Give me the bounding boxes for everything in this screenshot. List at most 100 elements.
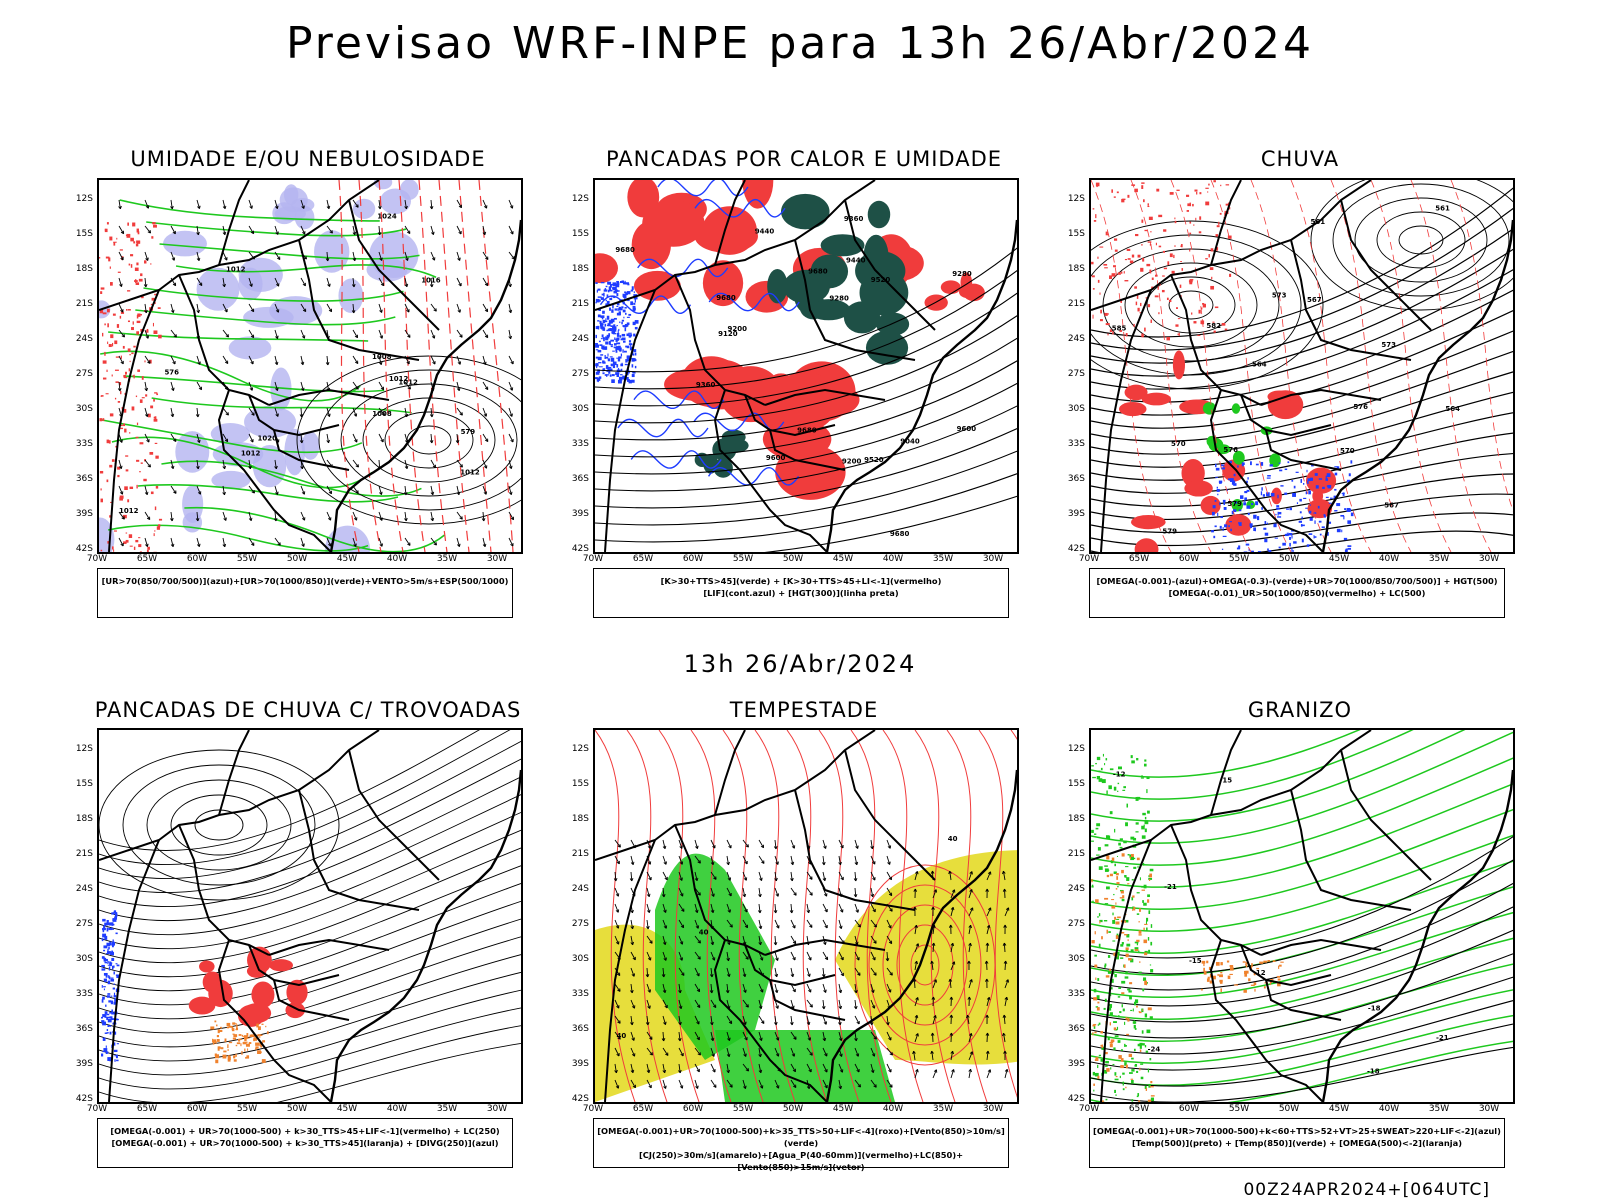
contour-label: 9680 — [716, 294, 736, 302]
latitude-tick-label: 33S — [75, 439, 93, 449]
longitude-tick-label: 30W — [982, 554, 1004, 564]
latitude-tick-label: 21S — [1067, 849, 1085, 859]
model-run-label: 00Z24APR2024+[064UTC] — [1243, 1180, 1490, 1200]
latitude-tick-label: 33S — [571, 989, 589, 999]
latitude-tick-label: 21S — [1067, 299, 1085, 309]
contour-label: 9200 — [842, 457, 862, 465]
latitude-tick-label: 42S — [1067, 544, 1085, 554]
legend-line: [OMEGA(-0.01)_UR>50(1000/850)(vermelho) … — [1168, 588, 1426, 598]
contour-label: 1024 — [377, 212, 397, 220]
longitude-tick-label: 70W — [86, 1104, 108, 1114]
latitude-tick-label: 21S — [75, 849, 93, 859]
contour-label: 9680 — [615, 246, 635, 254]
panel-title-chuva: CHUVA — [1260, 147, 1340, 171]
latitude-tick-label: 18S — [571, 814, 589, 824]
legend-line: [UR>70(850/700/500)](azul)+[UR>70(1000/8… — [101, 576, 509, 586]
longitude-tick-label: 40W — [882, 1104, 904, 1114]
longitude-tick-label: 60W — [682, 554, 704, 564]
latitude-tick-label: 15S — [1067, 779, 1085, 789]
latitude-tick-label: 24S — [571, 334, 589, 344]
longitude-tick-label: 50W — [782, 554, 804, 564]
legend-box-granizo: [OMEGA(-0.001)+UR>70(1000-500)+k<60+TTS>… — [1089, 1118, 1505, 1168]
longitude-tick-label: 55W — [1228, 554, 1250, 564]
contour-label: -21 — [1164, 883, 1177, 891]
map-plot-umidade: 1012101210121012101210081016102010241008… — [99, 180, 521, 552]
contour-label: 567 — [1384, 501, 1399, 509]
longitude-tick-label: 50W — [286, 1104, 308, 1114]
latitude-tick-label: 24S — [75, 884, 93, 894]
contour-label: 561 — [1310, 218, 1325, 226]
latitude-tick-label: 15S — [571, 779, 589, 789]
latitude-tick-label: 30S — [75, 404, 93, 414]
contour-label: 9600 — [766, 454, 786, 462]
legend-line: [K>30+TTS>45](verde) + [K>30+TTS>45+LI<-… — [660, 576, 942, 586]
latitude-tick-label: 15S — [1067, 229, 1085, 239]
latitude-tick-label: 27S — [1067, 369, 1085, 379]
contour-label: 1012 — [398, 379, 418, 387]
contour-label: 561 — [1435, 205, 1450, 213]
longitude-tick-label: 45W — [336, 554, 358, 564]
contour-label: 9040 — [900, 437, 920, 445]
latitude-tick-label: 15S — [571, 229, 589, 239]
latitude-tick-label: 12S — [1067, 744, 1085, 754]
latitude-tick-label: 18S — [1067, 814, 1085, 824]
latitude-tick-label: 12S — [75, 744, 93, 754]
latitude-tick-label: 39S — [1067, 1059, 1085, 1069]
longitude-tick-label: 35W — [436, 1104, 458, 1114]
longitude-tick-label: 35W — [1428, 1104, 1450, 1114]
contour-label: -15 — [1189, 957, 1202, 965]
legend-line: [CJ(250)>30m/s](amarelo)+[Agua_P(40-60mm… — [638, 1150, 964, 1172]
map-plot-tempestade: 40 40 40 — [595, 730, 1017, 1102]
contour-label: 1012 — [389, 375, 409, 383]
legend-line: [OMEGA(-0.001)+UR>70(1000-500)+k<60+TTS>… — [1093, 1126, 1501, 1136]
latitude-tick-label: 36S — [1067, 1024, 1085, 1034]
contour-label: 9200 — [728, 325, 748, 333]
longitude-tick-label: 65W — [1128, 554, 1150, 564]
latitude-tick-label: 12S — [75, 194, 93, 204]
map-panel-trovoadas — [97, 728, 523, 1104]
contour-label: -12 — [1113, 771, 1126, 779]
contour-label: 9440 — [846, 256, 866, 264]
legend-box-chuva: [OMEGA(-0.001)-(azul)+OMEGA(-0.3)-(verde… — [1089, 568, 1505, 618]
legend-box-tempestade: [OMEGA(-0.001)+UR>70(1000-500)+k>35_TTS>… — [593, 1118, 1009, 1172]
map-panel-pancadas: 9680 9680 9680 9680 9680 9600 9520 9440 9360 9280… — [593, 178, 1019, 554]
contour-label: 570 — [1171, 440, 1186, 448]
contour-label: 1012 — [226, 266, 246, 274]
longitude-tick-label: 50W — [1278, 1104, 1300, 1114]
longitude-tick-label: 45W — [832, 1104, 854, 1114]
map-panel-granizo: -12 -15 -18 -21 -18 -21 -24 12 15 — [1089, 728, 1515, 1104]
latitude-tick-label: 39S — [75, 509, 93, 519]
contour-label: -18 — [1367, 1067, 1380, 1075]
longitude-tick-label: 70W — [1078, 554, 1100, 564]
latitude-tick-label: 18S — [75, 264, 93, 274]
longitude-tick-label: 70W — [582, 1104, 604, 1114]
forecast-time-label: 13h 26/Abr/2024 — [683, 650, 917, 678]
latitude-tick-label: 36S — [571, 1024, 589, 1034]
latitude-tick-label: 18S — [75, 814, 93, 824]
longitude-tick-label: 55W — [236, 1104, 258, 1114]
panel-title-umidade: UMIDADE E/OU NEBULOSIDADE — [130, 147, 486, 171]
longitude-tick-label: 55W — [732, 554, 754, 564]
latitude-tick-label: 27S — [1067, 919, 1085, 929]
longitude-tick-label: 60W — [186, 554, 208, 564]
legend-box-trovoadas: [OMEGA(-0.001) + UR>70(1000-500) + k>30_… — [97, 1118, 513, 1168]
map-panel-tempestade: 40 40 40 — [593, 728, 1019, 1104]
contour-label: 579 — [461, 428, 476, 436]
contour-label: 9680 — [890, 530, 910, 538]
longitude-tick-label: 30W — [1478, 554, 1500, 564]
longitude-tick-label: 30W — [1478, 1104, 1500, 1114]
legend-line: [OMEGA(-0.001)-(azul)+OMEGA(-0.3)-(verde… — [1096, 576, 1498, 586]
contour-label: -24 — [1148, 1045, 1161, 1053]
legend-line: [LIF](cont.azul) + [HGT(300)](linha pret… — [703, 588, 899, 598]
latitude-tick-label: 33S — [571, 439, 589, 449]
contour-label: 564 — [1252, 360, 1267, 368]
longitude-tick-label: 65W — [1128, 1104, 1150, 1114]
longitude-tick-label: 55W — [1228, 1104, 1250, 1114]
map-plot-chuva: 585 582 579 576 573 570 567 564 561 579 576 573 570 5… — [1091, 180, 1513, 552]
legend-line: [Temp(500)](preto) + [Temp(850)](verde) … — [1131, 1138, 1463, 1148]
latitude-tick-label: 24S — [75, 334, 93, 344]
contour-label: 579 — [1227, 500, 1242, 508]
latitude-tick-label: 33S — [1067, 439, 1085, 449]
latitude-tick-label: 18S — [571, 264, 589, 274]
contour-label: 9120 — [718, 330, 738, 338]
